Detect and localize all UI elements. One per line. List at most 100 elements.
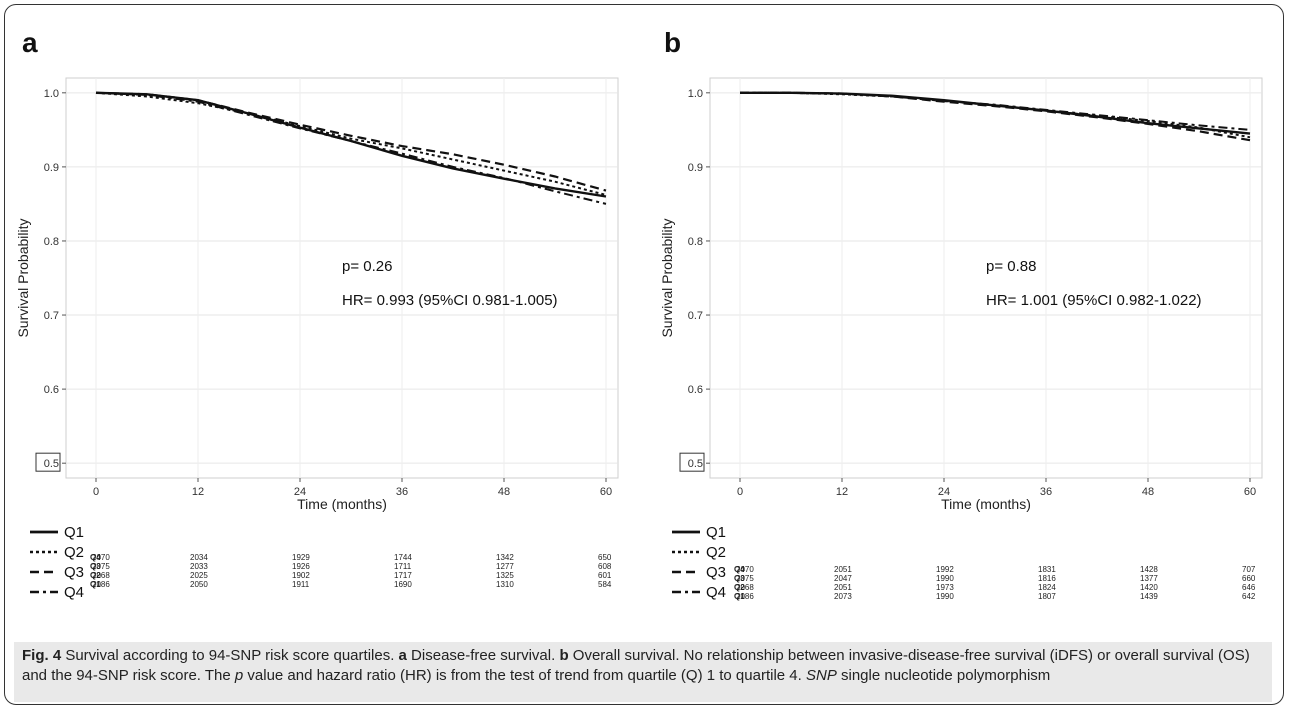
risk-table-cell: 2068: [92, 571, 110, 580]
risk-table-cell: 601: [598, 571, 612, 580]
risk-table-cell: 646: [1242, 583, 1256, 592]
y-tick-label: 0.8: [44, 236, 59, 248]
risk-table-cell: 2051: [834, 583, 852, 592]
x-tick-label: 24: [294, 486, 306, 498]
plot-area: [709, 77, 1263, 479]
risk-table-cell: 2050: [190, 580, 208, 589]
risk-table-row-label: Q4: [90, 553, 101, 562]
risk-table-cell: 1926: [292, 562, 310, 571]
caption-text-3: Overall survival. No relationship betwee…: [22, 647, 1250, 684]
y-tick-label: 1.0: [688, 88, 703, 100]
risk-table-cell: 2075: [92, 562, 110, 571]
risk-table-cell: 1428: [1140, 565, 1158, 574]
x-tick-label: 12: [836, 486, 848, 498]
p-value-annotation: p= 0.88: [986, 258, 1036, 275]
risk-table-cell: 1807: [1038, 592, 1056, 601]
y-tick-label: 0.8: [688, 236, 703, 248]
y-tick-label: 1.0: [44, 88, 59, 100]
y-tick-label: 0.6: [44, 384, 59, 396]
risk-table-cell: 2070: [92, 553, 110, 562]
y-tick-label: 0.9: [44, 162, 59, 174]
y-tick-label: 0.5: [688, 458, 703, 470]
x-tick-label: 12: [192, 486, 204, 498]
risk-table-cell: 608: [598, 562, 612, 571]
series-line-q4: [740, 91, 1251, 131]
risk-table-cell: 1824: [1038, 583, 1056, 592]
caption-text-4: value and hazard ratio (HR) is from the …: [243, 667, 806, 684]
risk-table-cell: 2070: [736, 565, 754, 574]
risk-table-cell: 1992: [936, 565, 954, 574]
x-tick-label: 48: [498, 486, 510, 498]
legend-label-q4: Q4: [64, 584, 84, 601]
x-tick-label: 0: [93, 486, 99, 498]
risk-table-cell: 660: [1242, 574, 1256, 583]
x-tick-label: 36: [1040, 486, 1052, 498]
figure-caption: Fig. 4 Survival according to 94-SNP risk…: [14, 642, 1272, 702]
risk-table-row-label: Q1: [90, 580, 101, 589]
risk-table-cell: 650: [598, 553, 612, 562]
panel-b: b 0.5 0.6 0.7 0.8 0.9 1.0 0 12 24 36 48 60 Time (mont…: [659, 27, 1263, 601]
risk-table-cell: 2075: [736, 574, 754, 583]
x-tick-label: 48: [1142, 486, 1154, 498]
y-tick-label: 0.9: [688, 162, 703, 174]
y-tick-label: 0.5: [44, 458, 59, 470]
panel-a: a 0.5 0.6 0.7 0.8 0.9 1.0 0 12 24 36 48 60 Time (mont…: [15, 27, 619, 601]
y-axis-title: Survival Probability: [659, 218, 675, 337]
legend-label-q2: Q2: [64, 544, 84, 561]
panel-letter: a: [22, 27, 38, 58]
risk-table-row-label: Q1: [734, 592, 745, 601]
risk-table-cell: 1325: [496, 571, 514, 580]
legend-label-q3: Q3: [706, 564, 726, 581]
risk-table-cell: 1690: [394, 580, 412, 589]
y-tick-label-box: [35, 452, 61, 472]
risk-table-cell: 1277: [496, 562, 514, 571]
risk-table-cell: 1310: [496, 580, 514, 589]
caption-text-2: Disease-free survival.: [406, 647, 560, 664]
caption-b-label: b: [559, 647, 569, 664]
risk-table-cell: 2086: [92, 580, 110, 589]
x-tick-label: 0: [737, 486, 743, 498]
risk-table-cell: 1831: [1038, 565, 1056, 574]
risk-table-cell: 2034: [190, 553, 208, 562]
risk-table-cell: 1973: [936, 583, 954, 592]
legend-label-q2: Q2: [706, 544, 726, 561]
hazard-ratio-annotation: HR= 0.993 (95%CI 0.981-1.005): [342, 292, 558, 309]
series-line-q2: [95, 91, 607, 196]
risk-table-row-label: Q3: [90, 562, 101, 571]
risk-table-row-label: Q4: [734, 565, 745, 574]
risk-table-cell: 2051: [834, 565, 852, 574]
x-axis-title: Time (months): [297, 496, 387, 512]
legend-label-q4: Q4: [706, 584, 726, 601]
risk-table-cell: 1711: [394, 562, 412, 571]
risk-table-cell: 2025: [190, 571, 208, 580]
y-tick-label: 0.7: [688, 310, 703, 322]
risk-table-row-label: Q2: [734, 583, 745, 592]
panel-letter: b: [664, 27, 681, 58]
risk-table-cell: 1902: [292, 571, 310, 580]
risk-table-cell: 1929: [292, 553, 310, 562]
risk-table-cell: 1342: [496, 553, 514, 562]
legend-label-q3: Q3: [64, 564, 84, 581]
risk-table-cell: 2068: [736, 583, 754, 592]
plot-area: [65, 77, 619, 479]
legend-label-q1: Q1: [64, 524, 84, 541]
risk-table-cell: 1744: [394, 553, 412, 562]
hazard-ratio-annotation: HR= 1.001 (95%CI 0.982-1.022): [986, 292, 1202, 309]
y-tick-label: 0.7: [44, 310, 59, 322]
risk-table-cell: 1439: [1140, 592, 1158, 601]
risk-table-cell: 1420: [1140, 583, 1158, 592]
x-axis-title: Time (months): [941, 496, 1031, 512]
risk-table-cell: 1990: [936, 592, 954, 601]
x-tick-label: 36: [396, 486, 408, 498]
risk-table-cell: 2047: [834, 574, 852, 583]
caption-a-label: a: [398, 647, 407, 664]
risk-table-row-label: Q3: [734, 574, 745, 583]
legend-label-q1: Q1: [706, 524, 726, 541]
risk-table-cell: 2073: [834, 592, 852, 601]
x-tick-label: 24: [938, 486, 950, 498]
risk-table-cell: 1377: [1140, 574, 1158, 583]
p-value-annotation: p= 0.26: [342, 258, 392, 275]
risk-table-cell: 2086: [736, 592, 754, 601]
risk-table-cell: 707: [1242, 565, 1256, 574]
